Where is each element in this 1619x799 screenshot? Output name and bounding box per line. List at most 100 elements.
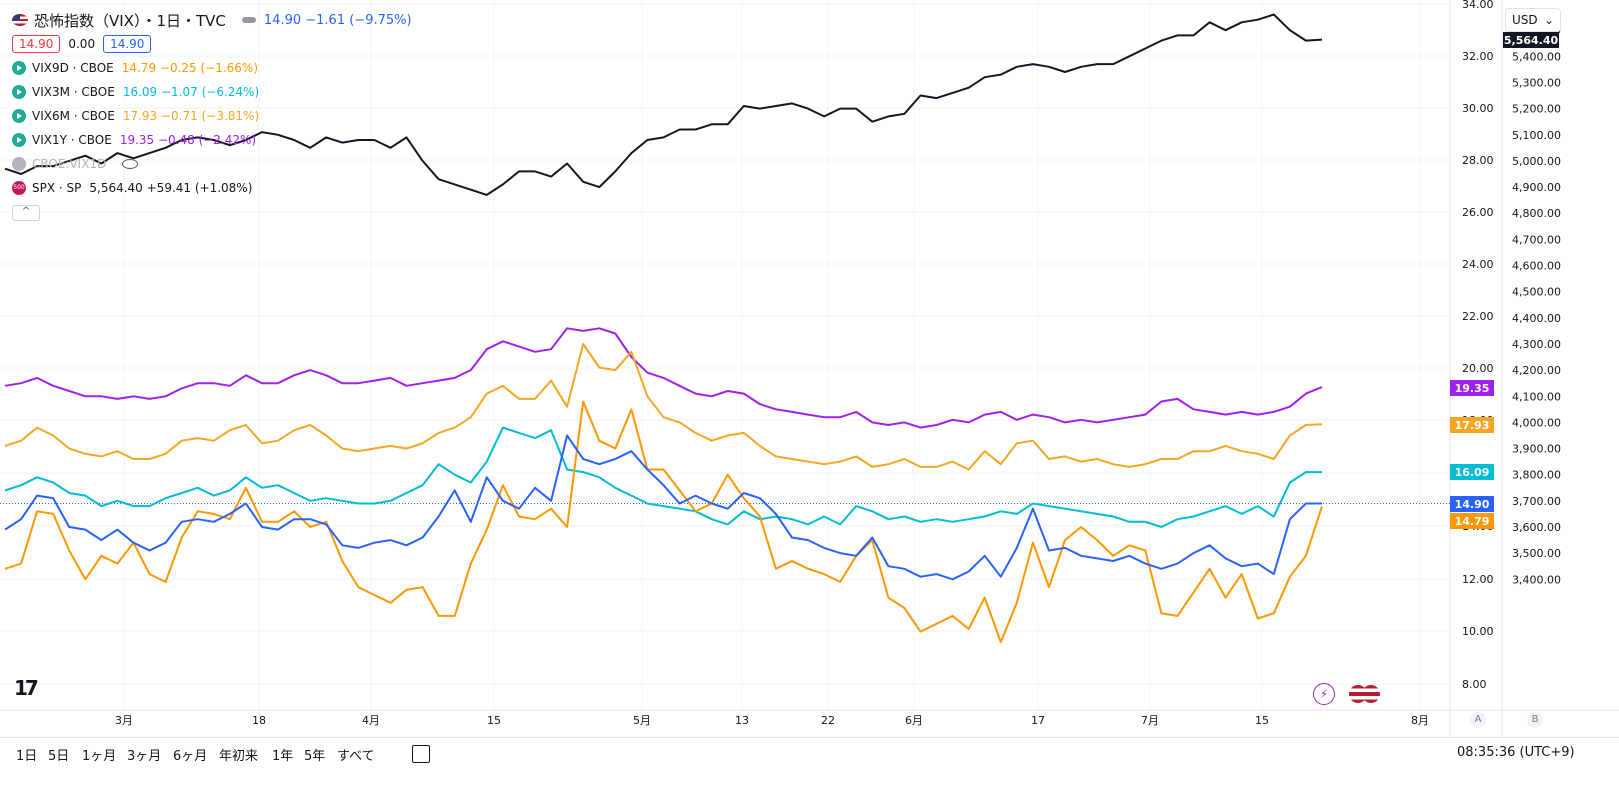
log-scale-button[interactable]: B bbox=[1527, 712, 1543, 728]
bid-ask-row: 14.90 0.00 14.90 bbox=[12, 32, 412, 56]
last-value-badge bbox=[1503, 32, 1559, 48]
y-tick-label-right: 5,000.00 bbox=[1512, 155, 1561, 168]
y-tick-label-right: 3,600.00 bbox=[1512, 521, 1561, 534]
last-value-badge bbox=[1450, 464, 1494, 480]
range-6m-button[interactable]: 6ヶ月 bbox=[173, 749, 208, 764]
range-5d-button[interactable]: 5日 bbox=[48, 749, 70, 764]
indicator-row-vix1d[interactable]: CBOE:VIX1D bbox=[12, 152, 412, 176]
x-tick-label: 13 bbox=[735, 714, 749, 727]
hidden-series-icon bbox=[12, 157, 26, 171]
y-tick-label-right: 4,400.00 bbox=[1512, 312, 1561, 325]
x-tick-label: 4月 bbox=[362, 714, 380, 727]
x-tick-label: 15 bbox=[487, 714, 501, 727]
y-tick-label-right: 5,200.00 bbox=[1512, 103, 1561, 116]
toggle-button[interactable] bbox=[241, 17, 256, 23]
clock[interactable]: 08:35:36 (UTC+9) bbox=[1457, 745, 1575, 760]
currency-label: USD bbox=[1512, 13, 1538, 27]
y-tick-label-left: 24.00 bbox=[1462, 258, 1494, 271]
range-3m-button[interactable]: 3ヶ月 bbox=[127, 749, 162, 764]
indicator-value: 5,564.40 +59.41 (+1.08%) bbox=[89, 181, 253, 195]
y-tick-label-right: 4,000.00 bbox=[1512, 416, 1561, 429]
series-line-vix9d bbox=[4, 400, 1323, 644]
play-icon bbox=[12, 109, 26, 123]
last-value-label: 17.93 bbox=[1455, 419, 1490, 432]
last-value-badge bbox=[1450, 496, 1494, 512]
play-icon bbox=[12, 61, 26, 75]
y-tick-label-right: 3,900.00 bbox=[1512, 443, 1561, 456]
x-tick-label: 18 bbox=[252, 714, 266, 727]
indicator-value: 17.93 −0.71 (−3.81%) bbox=[122, 109, 260, 123]
x-tick-label: 8月 bbox=[1411, 714, 1429, 727]
y-tick-label-right: 3,700.00 bbox=[1512, 495, 1561, 508]
x-tick-label: 7月 bbox=[1141, 714, 1159, 727]
y-tick-label-right: 4,600.00 bbox=[1512, 260, 1561, 273]
legend: 恐怖指数（VIX）・1日・TVC 14.90 −1.61 (−9.75%) 14… bbox=[12, 8, 412, 200]
y-tick-label-right: 3,400.00 bbox=[1512, 573, 1561, 586]
range-5y-button[interactable]: 5年 bbox=[304, 749, 326, 764]
last-value-label: 16.09 bbox=[1455, 466, 1490, 479]
indicator-row-vix1y[interactable]: VIX1Y · CBOE 19.35 −0.48 (−2.42%) bbox=[12, 128, 412, 152]
series-line-vix6m bbox=[4, 342, 1323, 471]
indicator-name: SPX · SP bbox=[32, 181, 82, 195]
y-tick-label-right: 5,400.00 bbox=[1512, 50, 1561, 63]
spx-badge-icon: 500 bbox=[12, 181, 26, 195]
range-1y-button[interactable]: 1年 bbox=[272, 749, 294, 764]
x-tick-label: 22 bbox=[821, 714, 835, 727]
indicator-name: VIX3M · CBOE bbox=[32, 85, 115, 99]
price-chart[interactable]: 34.00 32.00 30.00 28.00 26.00 24.00 22.00 20.00… bbox=[0, 0, 1619, 737]
indicator-name: CBOE:VIX1D bbox=[32, 157, 107, 171]
lightning-icon[interactable]: ⚡ bbox=[1313, 683, 1335, 705]
range-all-button[interactable]: すべて bbox=[337, 749, 375, 764]
y-tick-label-left: 10.00 bbox=[1462, 625, 1494, 638]
legend-main-row: 恐怖指数（VIX）・1日・TVC 14.90 −1.61 (−9.75%) bbox=[12, 8, 412, 32]
price-change: 14.90 −1.61 (−9.75%) bbox=[263, 12, 412, 28]
last-value-badge bbox=[1450, 417, 1494, 433]
y-tick-label-right: 3,500.00 bbox=[1512, 547, 1561, 560]
chevron-down-icon: ⌄ bbox=[1543, 13, 1554, 27]
y-tick-label-right: 4,500.00 bbox=[1512, 286, 1561, 299]
indicator-row-vix6m[interactable]: VIX6M · CBOE 17.93 −0.71 (−3.81%) bbox=[12, 104, 412, 128]
y-tick-label-right: 5,300.00 bbox=[1512, 76, 1561, 89]
play-icon bbox=[12, 133, 26, 147]
currency-select[interactable]: USD ⌄ bbox=[1505, 8, 1561, 32]
auto-scale-button[interactable]: A bbox=[1470, 712, 1486, 728]
calendar-icon[interactable] bbox=[412, 745, 430, 763]
y-tick-label-right: 5,100.00 bbox=[1512, 129, 1561, 142]
indicator-row-vix9d[interactable]: VIX9D · CBOE 14.79 −0.25 (−1.66%) bbox=[12, 56, 412, 80]
y-tick-label-right: 4,300.00 bbox=[1512, 338, 1561, 351]
y-tick-label-left: 22.00 bbox=[1462, 310, 1494, 323]
indicator-name: VIX9D · CBOE bbox=[32, 61, 114, 75]
y-tick-label-right: 4,100.00 bbox=[1512, 390, 1561, 403]
y-tick-label-left: 28.00 bbox=[1462, 154, 1494, 167]
collapse-legend-button[interactable]: ^ bbox=[12, 205, 40, 221]
indicator-row-vix3m[interactable]: VIX3M · CBOE 16.09 −1.07 (−6.24%) bbox=[12, 80, 412, 104]
y-tick-label-right: 4,200.00 bbox=[1512, 364, 1561, 377]
play-icon bbox=[12, 85, 26, 99]
range-ytd-button[interactable]: 年初来 bbox=[219, 749, 259, 764]
bottom-toolbar bbox=[0, 737, 1619, 776]
last-value-label: 14.79 bbox=[1455, 515, 1490, 528]
indicator-row-spx[interactable]: 500 SPX · SP 5,564.40 +59.41 (+1.08%) bbox=[12, 176, 412, 200]
bid-price[interactable]: 14.90 bbox=[12, 35, 61, 53]
symbol-title[interactable]: 恐怖指数（VIX）・1日・TVC bbox=[34, 11, 226, 30]
indicator-value: 16.09 −1.07 (−6.24%) bbox=[122, 85, 260, 99]
indicator-value: 14.79 −0.25 (−1.66%) bbox=[121, 61, 259, 75]
indicator-name: VIX6M · CBOE bbox=[32, 109, 115, 123]
tradingview-logo-icon[interactable]: 17 bbox=[14, 676, 39, 700]
ask-price[interactable]: 14.90 bbox=[103, 35, 152, 53]
y-tick-label-left: 34.00 bbox=[1462, 0, 1494, 11]
last-value-label: 14.90 bbox=[1455, 498, 1490, 511]
x-tick-label: 3月 bbox=[115, 714, 133, 727]
range-1d-button[interactable]: 1日 bbox=[16, 749, 38, 764]
range-1m-button[interactable]: 1ヶ月 bbox=[82, 749, 117, 764]
last-value-label: 19.35 bbox=[1455, 382, 1490, 395]
eye-hidden-icon[interactable] bbox=[122, 159, 139, 169]
us-flag-icon bbox=[12, 14, 28, 26]
us-flag-icon[interactable] bbox=[1362, 685, 1380, 703]
series-line-vix bbox=[4, 434, 1322, 581]
y-tick-label-right: 3,800.00 bbox=[1512, 469, 1561, 482]
y-tick-label-right: 4,700.00 bbox=[1512, 233, 1561, 246]
last-value-badge bbox=[1450, 380, 1494, 396]
last-value-badge bbox=[1450, 513, 1494, 529]
